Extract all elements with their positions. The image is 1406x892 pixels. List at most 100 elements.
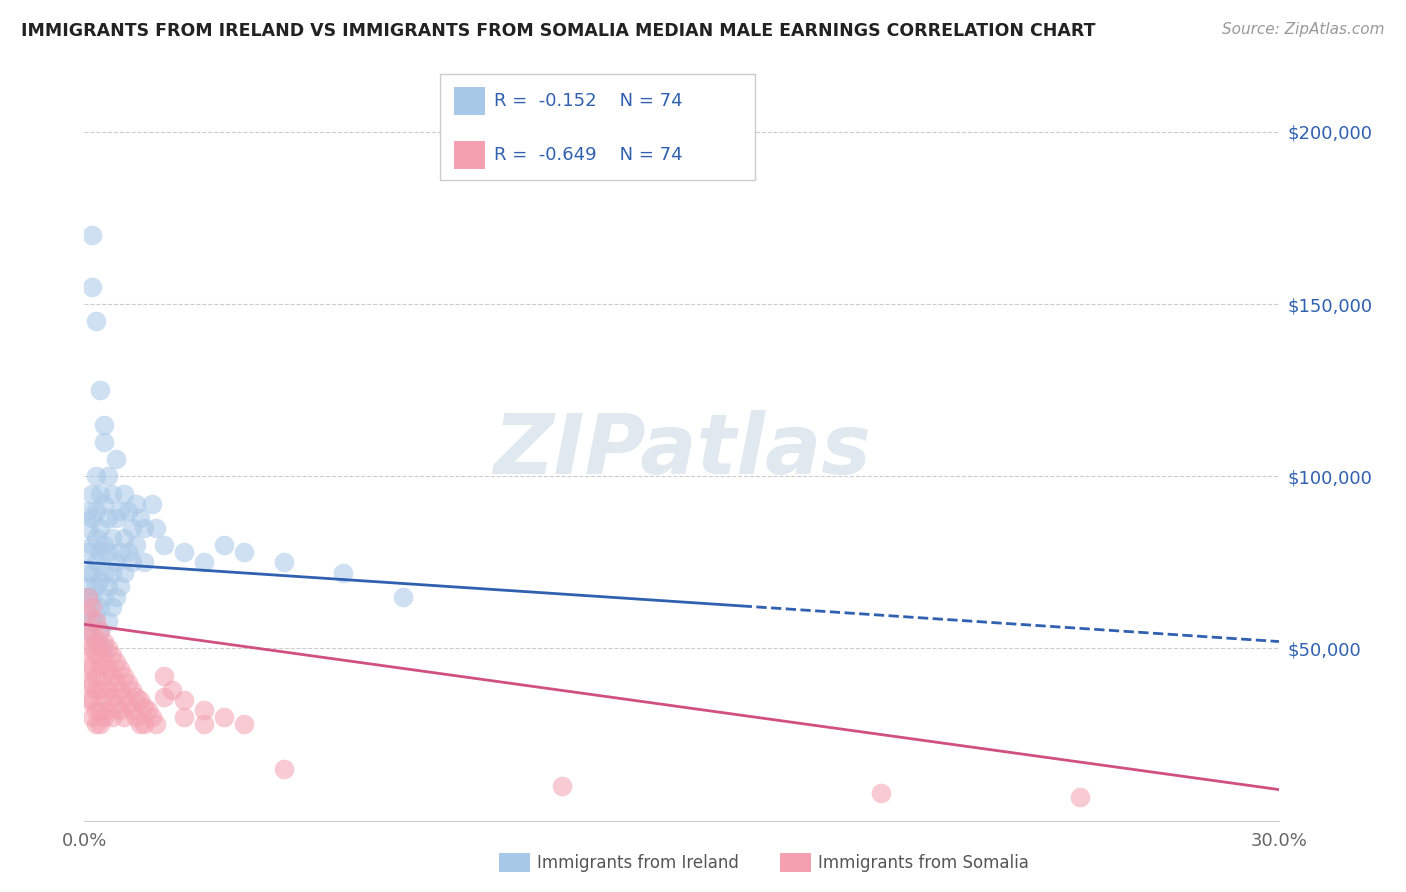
Point xyxy=(77,521,100,535)
Text: Immigrants from Ireland: Immigrants from Ireland xyxy=(537,854,740,871)
Point xyxy=(110,703,132,717)
Point xyxy=(86,669,108,683)
Point xyxy=(112,566,135,580)
Point xyxy=(125,497,148,511)
Point xyxy=(101,600,124,615)
Point xyxy=(112,690,135,704)
Point xyxy=(121,682,143,697)
Point xyxy=(97,641,120,656)
Text: IMMIGRANTS FROM IRELAND VS IMMIGRANTS FROM SOMALIA MEDIAN MALE EARNINGS CORRELAT: IMMIGRANTS FROM IRELAND VS IMMIGRANTS FR… xyxy=(21,22,1095,40)
Point xyxy=(89,624,111,639)
Point xyxy=(89,703,111,717)
Point xyxy=(86,614,108,628)
Point xyxy=(101,531,124,545)
Point xyxy=(136,703,159,717)
Point xyxy=(125,538,148,552)
Point xyxy=(129,693,152,707)
Point xyxy=(93,417,115,432)
Point xyxy=(93,710,115,724)
Point xyxy=(77,590,100,604)
Point xyxy=(89,717,111,731)
Point xyxy=(97,682,120,697)
Point xyxy=(112,531,135,545)
Point xyxy=(77,566,100,580)
Point xyxy=(193,703,215,717)
Point xyxy=(112,486,135,500)
Text: ZIPatlas: ZIPatlas xyxy=(494,410,870,491)
Point xyxy=(332,566,354,580)
Point xyxy=(89,486,111,500)
Point xyxy=(82,566,104,580)
Point xyxy=(82,228,104,243)
Point xyxy=(86,555,108,569)
Point xyxy=(89,383,111,397)
Point xyxy=(77,579,100,593)
Point xyxy=(77,624,100,639)
Point xyxy=(193,555,215,569)
Point xyxy=(86,469,108,483)
Point xyxy=(101,566,124,580)
Point xyxy=(105,510,128,524)
Point xyxy=(82,676,104,690)
Point xyxy=(212,710,235,724)
Point xyxy=(117,697,139,711)
Point xyxy=(101,690,124,704)
Point xyxy=(77,641,100,656)
Point xyxy=(132,717,156,731)
Point xyxy=(141,710,163,724)
Point xyxy=(82,693,104,707)
Point xyxy=(132,555,156,569)
Point xyxy=(97,510,120,524)
Point xyxy=(145,717,167,731)
Point xyxy=(97,545,120,559)
Point xyxy=(101,648,124,663)
Point xyxy=(97,703,120,717)
Point xyxy=(86,531,108,545)
Point xyxy=(82,641,104,656)
Point xyxy=(232,717,254,731)
Point xyxy=(101,486,124,500)
Point xyxy=(97,579,120,593)
Point xyxy=(173,545,195,559)
Point xyxy=(93,538,115,552)
Point xyxy=(105,555,128,569)
Point xyxy=(212,538,235,552)
Point xyxy=(117,676,139,690)
Point xyxy=(112,710,135,724)
Point xyxy=(110,545,132,559)
Point xyxy=(105,655,128,669)
Point xyxy=(125,710,148,724)
Point xyxy=(77,504,100,518)
Point xyxy=(117,504,139,518)
Point xyxy=(105,590,128,604)
Text: Immigrants from Somalia: Immigrants from Somalia xyxy=(818,854,1029,871)
Point xyxy=(132,521,156,535)
Point xyxy=(77,693,100,707)
Point xyxy=(82,486,104,500)
Point xyxy=(93,566,115,580)
Point xyxy=(89,521,111,535)
Point xyxy=(101,710,124,724)
Point xyxy=(86,607,108,621)
Point xyxy=(86,504,108,518)
Point xyxy=(105,676,128,690)
Point xyxy=(89,573,111,587)
Point xyxy=(121,703,143,717)
Point xyxy=(153,690,176,704)
Point xyxy=(110,682,132,697)
Point xyxy=(117,545,139,559)
Point xyxy=(193,717,215,731)
Point xyxy=(89,682,111,697)
Point xyxy=(82,600,104,615)
Point xyxy=(93,669,115,683)
Point xyxy=(86,717,108,731)
Point xyxy=(77,607,100,621)
Point xyxy=(89,658,111,673)
Point xyxy=(89,545,111,559)
Point xyxy=(86,648,108,663)
Point xyxy=(392,590,415,604)
Point xyxy=(89,624,111,639)
Point xyxy=(105,452,128,467)
Text: R =  -0.649    N = 74: R = -0.649 N = 74 xyxy=(494,146,682,164)
Point xyxy=(232,545,254,559)
